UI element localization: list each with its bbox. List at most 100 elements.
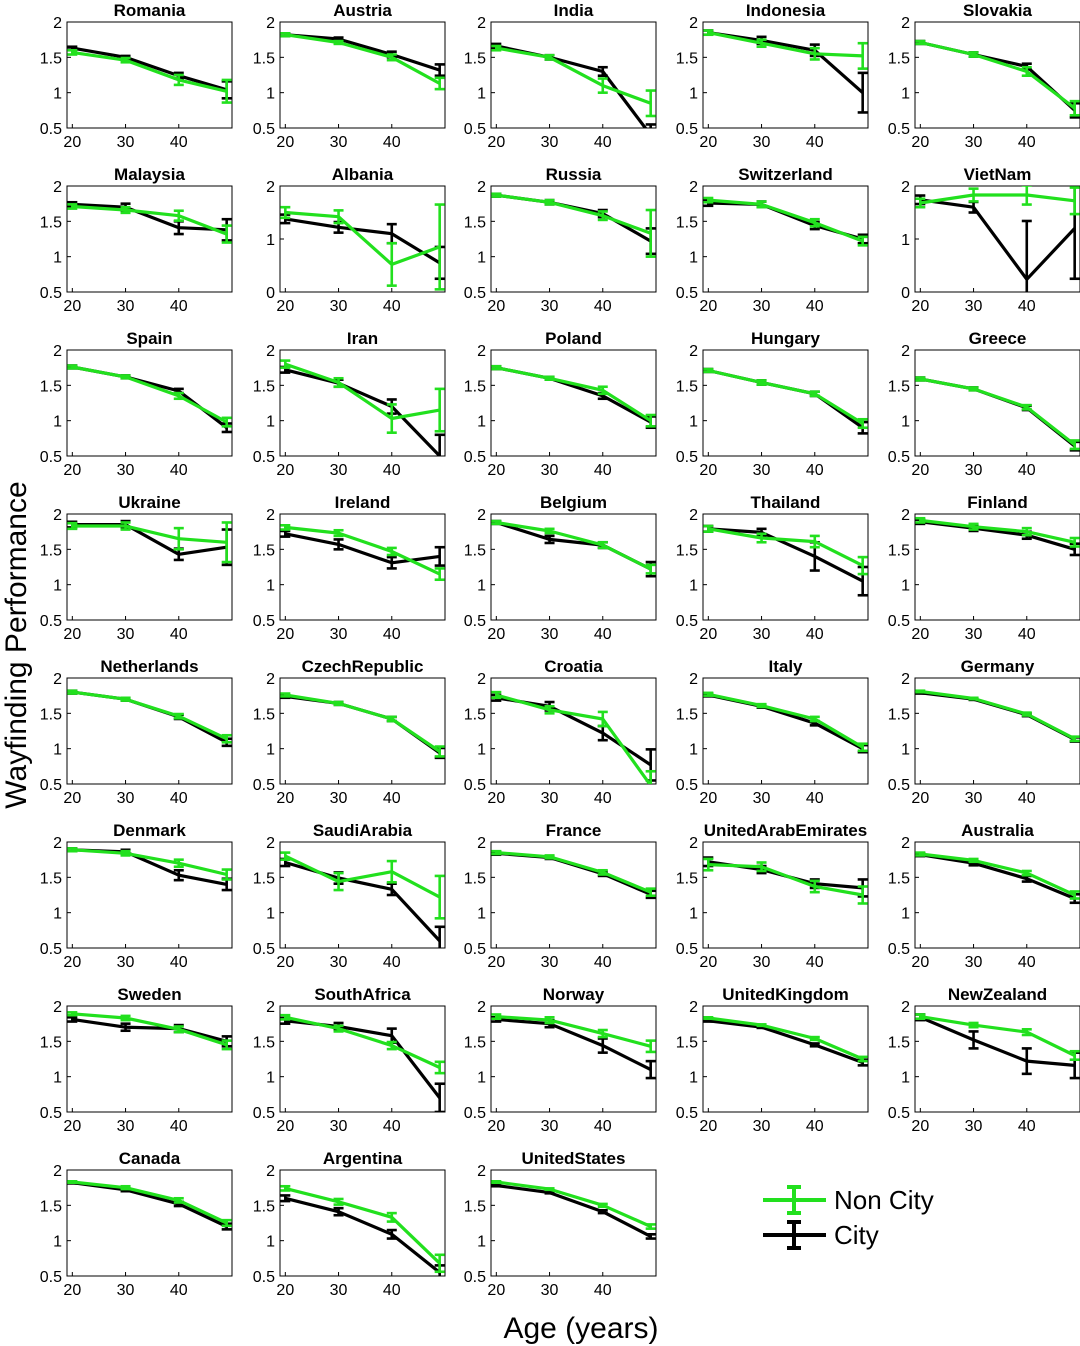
panel-frame [66, 513, 233, 621]
series-line-non-city [919, 40, 1076, 110]
y-tick-label: 2 [689, 179, 698, 196]
error-bar-non-city [386, 546, 397, 557]
error-bar-non-city [756, 1023, 767, 1028]
error-bar-non-city [915, 851, 926, 857]
y-tick-label: 1 [266, 742, 275, 759]
error-bar-non-city [915, 376, 926, 382]
y-tick-label: 2 [477, 343, 486, 360]
panel-sweden: Sweden 0.5 1 1.5 2 20 30 40 [40, 985, 233, 1135]
x-tick-label: 40 [806, 954, 824, 971]
x-tick-label: 20 [276, 954, 294, 971]
error-bar-non-city [544, 375, 555, 381]
x-tick-label: 20 [911, 790, 929, 807]
x-tick-label: 40 [170, 626, 188, 643]
error-bar-non-city [597, 1202, 608, 1209]
x-tick-label: 30 [541, 954, 559, 971]
error-bar-non-city [645, 1223, 656, 1230]
y-tick-label: 0.5 [40, 121, 62, 138]
series-line-non-city [496, 851, 652, 894]
y-tick-label: 0.5 [464, 1105, 486, 1122]
y-tick-label: 1.5 [464, 706, 486, 723]
y-tick-label: 1.5 [253, 542, 275, 559]
panel-title: NewZealand [948, 985, 1047, 1004]
series-line-city [72, 365, 228, 429]
error-bar-non-city [756, 532, 767, 544]
panel-frame [279, 21, 446, 129]
x-tick-label: 20 [63, 134, 81, 151]
series-line-city [284, 1196, 441, 1274]
panel-hungary: Hungary 0.5 1 1.5 2 20 30 40 [676, 329, 869, 479]
panel-frame [490, 513, 657, 621]
error-bar-non-city [221, 521, 232, 564]
series-line-non-city [920, 1015, 1076, 1057]
series-line-non-city [284, 362, 440, 421]
series-line-city [920, 853, 1076, 900]
y-tick-label: 2 [477, 671, 486, 688]
error-bar-non-city [386, 241, 397, 287]
series-line-city [72, 848, 228, 886]
error-bar-city [645, 1059, 656, 1080]
panel-frame [490, 185, 657, 293]
y-tick-label: 0.5 [40, 285, 62, 302]
y-tick-label: 1 [53, 742, 62, 759]
error-bar-non-city [67, 1180, 78, 1185]
error-bar-non-city [120, 56, 131, 64]
panel-germany: Germany 0.5 1 1.5 2 20 30 40 [888, 657, 1080, 807]
x-tick-label: 20 [911, 626, 929, 643]
error-bar-non-city [434, 1060, 445, 1075]
panel-title: Switzerland [738, 165, 832, 184]
error-bar-non-city [67, 847, 78, 853]
error-bar-city [280, 529, 291, 538]
series-line-non-city [72, 1180, 228, 1225]
series-line-non-city [707, 368, 864, 425]
panel-data [280, 851, 445, 948]
panel-data [67, 364, 232, 434]
error-bar-non-city [809, 1035, 820, 1042]
y-tick-label: 2 [901, 999, 910, 1016]
x-tick-label: 30 [541, 298, 559, 315]
series-line-non-city [285, 525, 441, 576]
error-bar-city [703, 1018, 714, 1023]
y-tick-label: 0.5 [888, 777, 910, 794]
series-line-non-city [72, 1012, 228, 1047]
panel-frame [279, 513, 446, 621]
panel-title: SaudiArabia [313, 821, 413, 840]
y-tick-label: 1.5 [40, 706, 62, 723]
y-tick-label: 0.5 [253, 1105, 275, 1122]
y-tick-label: 0.5 [253, 777, 275, 794]
series-line-non-city [920, 377, 1076, 446]
panel-data [703, 524, 868, 597]
x-tick-label: 20 [699, 790, 717, 807]
panel-frame [490, 677, 657, 785]
panel-frame [66, 841, 233, 949]
panel-data [67, 1011, 232, 1051]
y-tick-label: 1.5 [888, 50, 910, 67]
series-line-non-city [285, 33, 441, 85]
error-bar-non-city [597, 540, 608, 550]
panel-frame [490, 1005, 657, 1113]
error-bar-non-city [333, 209, 344, 225]
x-tick-label: 20 [911, 462, 929, 479]
error-bar-non-city [756, 861, 767, 873]
y-tick-label: 1 [266, 1234, 275, 1251]
panel-switzerland: Switzerland 0.5 1 1.5 2 20 30 40 [676, 165, 869, 315]
panel-title: VietNam [964, 165, 1032, 184]
panel-title: Germany [961, 657, 1035, 676]
y-tick-label: 2 [266, 1163, 275, 1180]
error-bar-non-city [703, 196, 714, 204]
error-bar-non-city [1021, 1028, 1032, 1037]
error-bar-non-city [67, 521, 78, 531]
error-bar-non-city [968, 1021, 979, 1029]
error-bar-non-city [434, 745, 445, 758]
panel-title: Croatia [544, 657, 603, 676]
panel-finland: Finland 0.5 1 1.5 2 20 30 40 [888, 493, 1080, 643]
panel-austria: Austria 0.5 1 1.5 2 20 30 40 [253, 1, 446, 151]
error-bar-non-city [333, 1197, 344, 1206]
x-tick-label: 20 [276, 134, 294, 151]
y-tick-label: 1.5 [464, 1034, 486, 1051]
panel-data [280, 524, 445, 582]
y-tick-label: 2 [689, 507, 698, 524]
y-tick-label: 1.5 [888, 378, 910, 395]
error-bar-non-city [544, 1016, 555, 1025]
panel-indonesia: Indonesia 0.5 1 1.5 2 20 30 40 [676, 1, 869, 151]
